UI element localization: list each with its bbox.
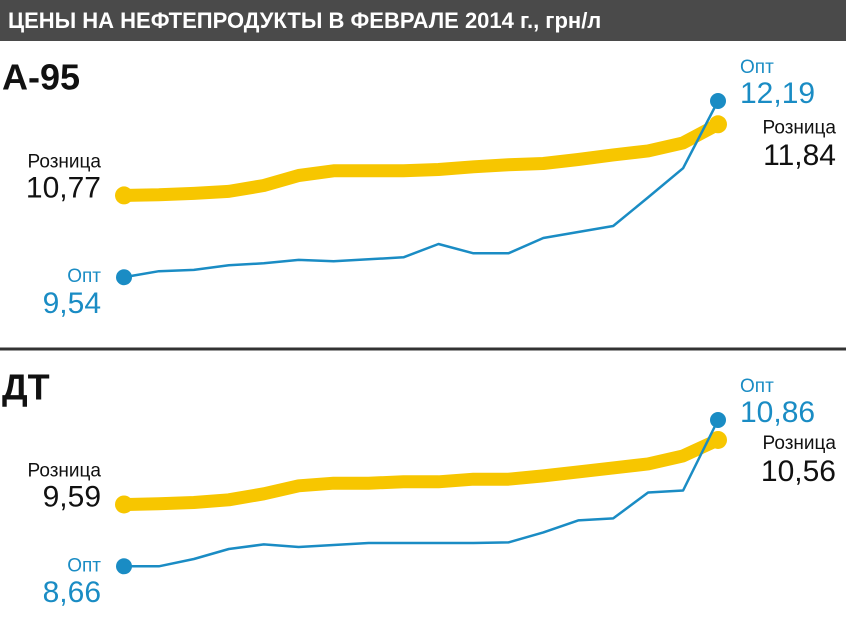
value-label: 8,66 xyxy=(43,576,101,609)
series-line xyxy=(122,99,720,279)
series-name: Опт xyxy=(740,376,774,397)
end-dot xyxy=(709,115,727,134)
header-title: ЦЕНЫ НА НЕФТЕПРОДУКТЫ В ФЕВРАЛЕ 2014 г.,… xyxy=(8,8,601,33)
series-name: Опт xyxy=(67,555,101,576)
value-label: 10,86 xyxy=(740,396,815,429)
value-label: 11,84 xyxy=(763,139,836,172)
value-label: 12,19 xyxy=(740,77,815,110)
series-name: Розница xyxy=(28,151,102,172)
end-dot xyxy=(116,558,132,575)
value-label: 10,56 xyxy=(761,455,836,488)
end-dot xyxy=(116,269,132,286)
series-name: Опт xyxy=(740,57,774,78)
series-line xyxy=(117,117,725,202)
series-name: Розница xyxy=(763,433,837,454)
end-dot xyxy=(709,430,727,449)
series-name: Розница xyxy=(763,117,837,138)
value-label: 10,77 xyxy=(26,171,101,204)
series-name: Опт xyxy=(67,266,101,287)
panel-title: А-95 xyxy=(2,57,80,98)
header-bar xyxy=(0,0,846,41)
series-line xyxy=(117,433,725,511)
end-dot xyxy=(710,412,726,428)
value-label: 9,59 xyxy=(43,480,101,513)
end-dot xyxy=(115,495,133,514)
series-name: Розница xyxy=(28,460,102,481)
panel-title: ДТ xyxy=(2,367,50,408)
end-dot xyxy=(710,93,726,109)
series-line xyxy=(122,418,720,568)
value-label: 9,54 xyxy=(43,287,101,320)
end-dot xyxy=(115,186,133,205)
